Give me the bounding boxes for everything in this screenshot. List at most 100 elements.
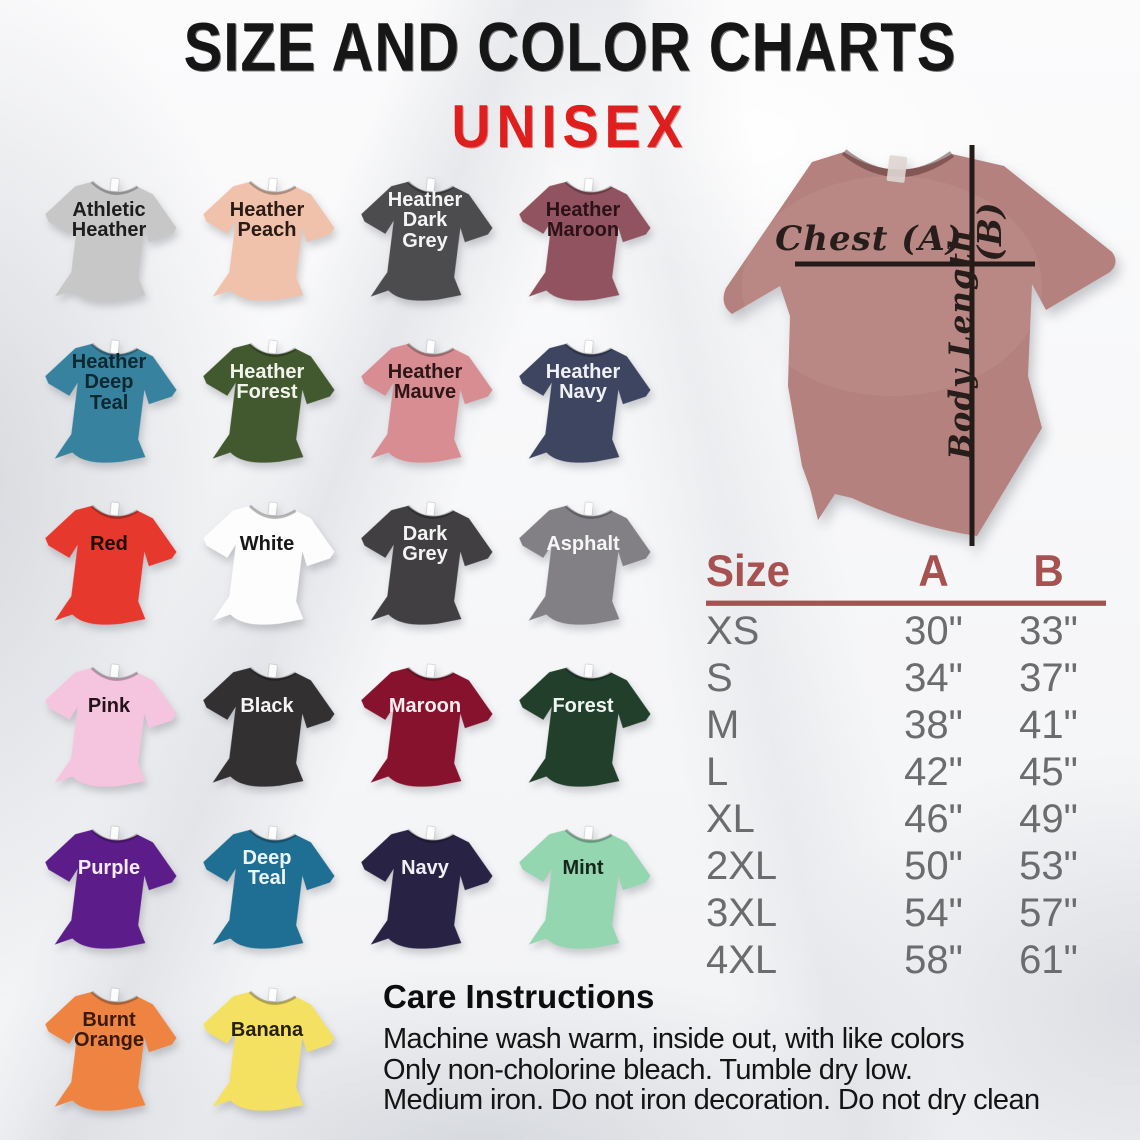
size-row-l: L 42" 45" — [706, 749, 1106, 796]
shirt-color-label: Heather Deep Teal — [71, 350, 147, 414]
collar-shadow — [564, 342, 613, 357]
size-value: M — [706, 703, 740, 747]
shirt-color-label: Heather Mauve — [387, 361, 463, 404]
tshirt-shape — [203, 343, 335, 463]
collar-shadow — [406, 180, 455, 195]
collar-shadow — [406, 342, 455, 357]
collar-shadow — [406, 504, 455, 519]
shirt-swatch-heather-maroon: Heather Maroon — [504, 160, 662, 322]
tshirt-icon — [203, 825, 335, 949]
care-instructions: Care Instructions Machine wash warm, ins… — [383, 978, 1138, 1116]
tshirt-shape — [361, 505, 493, 625]
tshirt-shape — [45, 991, 177, 1111]
collar-shadow — [90, 990, 139, 1005]
shirt-swatch-heather-deep-teal: Heather Deep Teal — [30, 322, 188, 484]
shirt-color-label: Burnt Orange — [73, 1009, 145, 1052]
shirt-color-label: White — [239, 533, 295, 556]
neck-tag — [425, 177, 436, 193]
neck-tag — [886, 155, 908, 183]
shirt-swatch-maroon: Maroon — [346, 646, 504, 808]
collar-shadow — [248, 666, 297, 681]
shirt-color-label: Heather Dark Grey — [387, 188, 463, 252]
tshirt-icon — [203, 663, 335, 787]
shirt-color-label: Asphalt — [546, 533, 620, 556]
neck-tag — [425, 663, 436, 679]
tshirt-shape — [361, 829, 493, 949]
shirt-color-label: Forest — [552, 695, 614, 718]
collar-shadow — [248, 180, 297, 195]
collar-shadow — [564, 180, 613, 195]
tshirt-shape — [203, 181, 335, 301]
collar-shadow — [406, 666, 455, 681]
chest-column-header: A — [918, 546, 949, 596]
neck-tag — [109, 177, 120, 193]
size-row-2xl: 2XL 50" 53" — [706, 843, 1106, 890]
tshirt-shape — [203, 505, 335, 625]
size-table-header: Size A B — [706, 546, 1106, 606]
collar-shadow — [248, 342, 297, 357]
tshirt-shape — [519, 667, 651, 787]
body-length-b-label: (B) — [970, 202, 1009, 261]
shirt-swatch-white: White — [188, 484, 346, 646]
tshirt-shape — [519, 343, 651, 463]
neck-tag — [267, 501, 278, 517]
neck-tag — [583, 825, 594, 841]
tshirt-icon — [45, 987, 177, 1111]
neck-tag — [109, 987, 120, 1003]
shirt-color-label: Purple — [77, 857, 141, 880]
tshirt-icon — [203, 987, 335, 1111]
care-instruction-line: Medium iron. Do not iron decoration. Do … — [383, 1084, 1040, 1116]
care-instruction-line: Machine wash warm, inside out, with like… — [383, 1023, 965, 1055]
shirt-swatch-black: Black — [188, 646, 346, 808]
neck-tag — [267, 663, 278, 679]
size-value: 4XL — [706, 938, 778, 982]
length-value: 45" — [1019, 750, 1078, 794]
size-table-body: XS 30" 33" S 34" 37" M 38" 41" L 42" 45" XL 46" 49" 2XL… — [706, 608, 1106, 984]
neck-tag — [583, 339, 594, 355]
tshirt-shape — [519, 829, 651, 949]
collar-shadow — [90, 666, 139, 681]
neck-tag — [267, 339, 278, 355]
tshirt-shape — [361, 181, 493, 301]
tshirt-icon — [519, 177, 651, 301]
size-row-3xl: 3XL 54" 57" — [706, 890, 1106, 937]
collar-shadow — [248, 504, 297, 519]
shirt-color-label: Mint — [562, 857, 604, 880]
shirt-swatch-heather-dark-grey: Heather Dark Grey — [346, 160, 504, 322]
fabric-highlight — [742, 176, 1042, 396]
tshirt-icon — [203, 177, 335, 301]
tshirt-shape — [361, 667, 493, 787]
neck-tag — [109, 501, 120, 517]
tshirt-shape — [45, 181, 177, 301]
measurement-shirt-graphic: Chest (A) (B) Body Length — [723, 145, 1116, 546]
tshirt-icon — [519, 663, 651, 787]
shirt-color-label: Red — [90, 533, 128, 556]
tshirt-icon — [361, 825, 493, 949]
shirt-swatch-athletic-heather: Athletic Heather — [30, 160, 188, 322]
tshirt-icon — [45, 501, 177, 625]
size-value: 2XL — [706, 844, 778, 888]
length-column-header: B — [1033, 546, 1064, 596]
tshirt-icon — [361, 339, 493, 463]
size-value: S — [706, 656, 733, 700]
shirt-swatch-heather-forest: Heather Forest — [188, 322, 346, 484]
length-value: 33" — [1019, 609, 1078, 653]
tshirt-shape — [203, 667, 335, 787]
neck-tag — [583, 663, 594, 679]
tshirt-icon — [361, 177, 493, 301]
tshirt-shape — [203, 829, 335, 949]
neck-tag — [425, 501, 436, 517]
size-row-xl: XL 46" 49" — [706, 796, 1106, 843]
collar-shadow — [90, 342, 139, 357]
tshirt-icon — [45, 663, 177, 787]
tshirt-shape — [361, 343, 493, 463]
tshirt-icon — [45, 825, 177, 949]
collar-shadow — [406, 828, 455, 843]
shirt-swatch-heather-navy: Heather Navy — [504, 322, 662, 484]
size-value: L — [706, 750, 729, 794]
shirt-swatch-navy: Navy — [346, 808, 504, 970]
size-value: 3XL — [706, 891, 778, 935]
body-length-label: Body Length — [943, 229, 979, 461]
neck-tag — [425, 339, 436, 355]
